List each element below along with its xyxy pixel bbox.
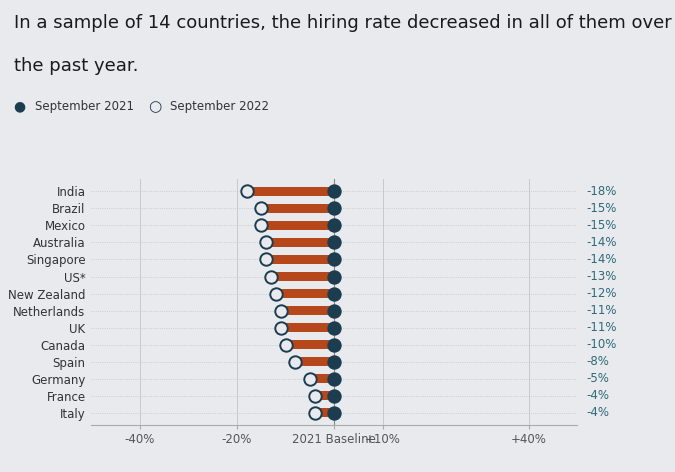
- Text: -15%: -15%: [587, 219, 617, 232]
- Point: [329, 307, 340, 314]
- Point: [329, 409, 340, 417]
- Text: ●: ●: [14, 99, 26, 113]
- Point: [271, 290, 281, 297]
- Point: [329, 341, 340, 348]
- Point: [309, 409, 320, 417]
- Text: the past year.: the past year.: [14, 57, 138, 75]
- Point: [256, 204, 267, 212]
- Text: In a sample of 14 countries, the hiring rate decreased in all of them over: In a sample of 14 countries, the hiring …: [14, 14, 671, 32]
- Point: [265, 273, 276, 280]
- Text: -4%: -4%: [587, 389, 610, 402]
- Point: [329, 358, 340, 365]
- Bar: [315, 408, 334, 417]
- Text: ○: ○: [148, 99, 162, 114]
- Point: [241, 187, 252, 195]
- Text: -14%: -14%: [587, 236, 618, 249]
- Text: -5%: -5%: [587, 372, 610, 385]
- Text: -14%: -14%: [587, 253, 618, 266]
- Bar: [281, 323, 334, 332]
- Text: -10%: -10%: [587, 338, 617, 351]
- Text: -18%: -18%: [587, 185, 617, 198]
- Point: [329, 375, 340, 382]
- Bar: [261, 221, 334, 230]
- Bar: [266, 255, 334, 264]
- Point: [329, 290, 340, 297]
- Point: [304, 375, 315, 382]
- Point: [329, 256, 340, 263]
- Text: September 2022: September 2022: [170, 100, 269, 113]
- Text: -13%: -13%: [587, 270, 617, 283]
- Point: [329, 324, 340, 331]
- Text: -11%: -11%: [587, 304, 618, 317]
- Text: -12%: -12%: [587, 287, 618, 300]
- Point: [329, 392, 340, 400]
- Text: -4%: -4%: [587, 406, 610, 419]
- Bar: [246, 187, 334, 196]
- Point: [329, 222, 340, 229]
- Bar: [276, 289, 334, 298]
- Point: [329, 187, 340, 195]
- Bar: [310, 374, 334, 383]
- Point: [256, 222, 267, 229]
- Point: [261, 239, 271, 246]
- Point: [290, 358, 300, 365]
- Text: -8%: -8%: [587, 355, 610, 368]
- Text: -11%: -11%: [587, 321, 618, 334]
- Bar: [271, 272, 334, 281]
- Bar: [261, 204, 334, 213]
- Point: [309, 392, 320, 400]
- Bar: [266, 238, 334, 247]
- Point: [329, 273, 340, 280]
- Text: September 2021: September 2021: [35, 100, 134, 113]
- Bar: [295, 357, 334, 366]
- Point: [275, 324, 286, 331]
- Point: [280, 341, 291, 348]
- Bar: [286, 340, 334, 349]
- Bar: [315, 391, 334, 400]
- Point: [275, 307, 286, 314]
- Point: [329, 239, 340, 246]
- Point: [261, 256, 271, 263]
- Bar: [281, 306, 334, 315]
- Point: [329, 204, 340, 212]
- Text: -15%: -15%: [587, 202, 617, 215]
